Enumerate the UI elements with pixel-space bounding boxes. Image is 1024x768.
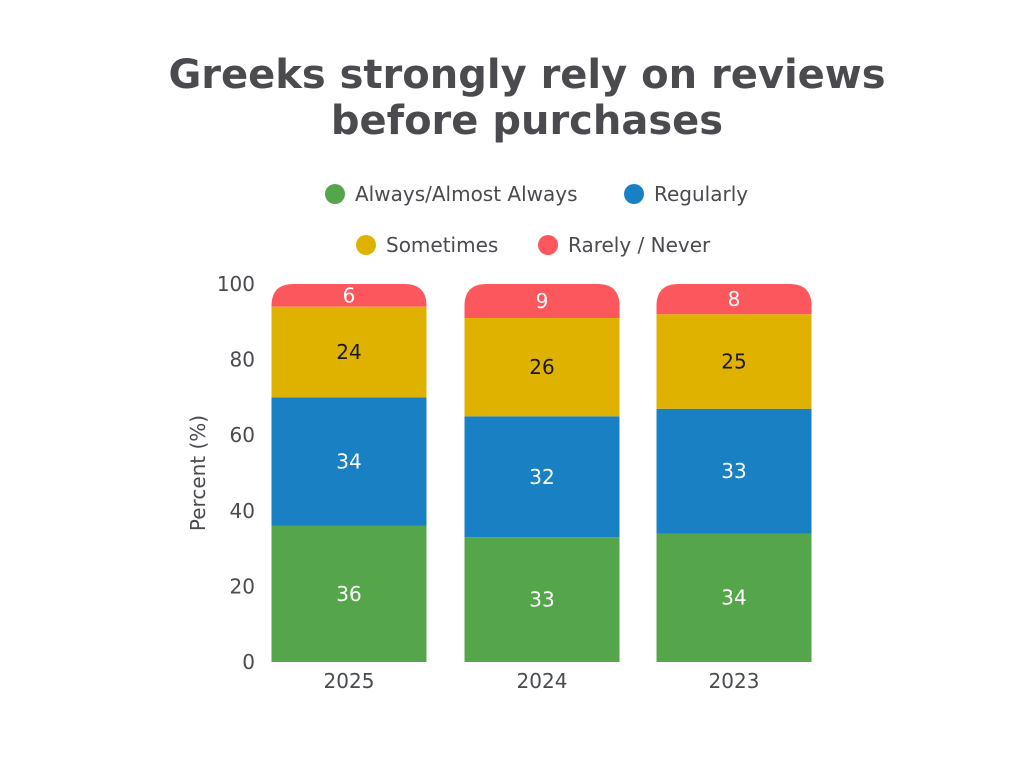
- data-label-rarely-never-2024: 9: [536, 289, 549, 313]
- bar-rarely-never-2023: [656, 284, 812, 315]
- data-label-always-almost-always-2023: 34: [721, 586, 746, 610]
- legend-label-always-almost-always: Always/Almost Always: [355, 182, 578, 206]
- chart-title-line-2: before purchases: [331, 98, 723, 144]
- y-tick-label-80: 80: [230, 348, 255, 372]
- y-tick-label-0: 0: [242, 650, 255, 674]
- chart-title-line-1: Greeks strongly rely on reviews: [168, 52, 885, 98]
- legend-marker-sometimes: [356, 235, 376, 255]
- y-axis: 0 20 40 60 80 100: [217, 272, 255, 674]
- legend-marker-always-almost-always: [325, 184, 345, 204]
- bar-sometimes-2023: [656, 314, 812, 409]
- legend-marker-regularly: [624, 184, 644, 204]
- data-label-regularly-2024: 32: [529, 465, 554, 489]
- legend-marker-rarely-never: [538, 235, 558, 255]
- data-label-sometimes-2025: 24: [336, 340, 361, 364]
- y-axis-title: Percent (%): [186, 415, 210, 531]
- y-tick-label-100: 100: [217, 272, 255, 296]
- data-label-regularly-2023: 33: [721, 459, 746, 483]
- bar-regularly-2024: [464, 416, 620, 538]
- data-label-rarely-never-2025: 6: [343, 283, 356, 307]
- legend-label-sometimes: Sometimes: [386, 233, 498, 257]
- x-tick-label-2025: 2025: [324, 669, 375, 693]
- data-labels: 36 34 24 6 33 32 26 9 34 33 25 8: [336, 283, 746, 611]
- data-label-always-almost-always-2024: 33: [529, 588, 554, 612]
- bar-always-almost-always-2025: [271, 525, 427, 662]
- y-tick-label-40: 40: [230, 499, 255, 523]
- legend: Always/Almost Always Regularly Sometimes Ra…: [325, 182, 748, 257]
- x-tick-label-2023: 2023: [709, 669, 760, 693]
- data-label-regularly-2025: 34: [336, 450, 361, 474]
- legend-label-regularly: Regularly: [654, 182, 748, 206]
- bar-regularly-2025: [271, 397, 427, 526]
- bar-sometimes-2024: [464, 318, 620, 417]
- bar-rarely-never-2024: [464, 284, 620, 319]
- bar-always-almost-always-2024: [464, 537, 620, 662]
- data-label-always-almost-always-2025: 36: [336, 582, 361, 606]
- bar-sometimes-2025: [271, 306, 427, 398]
- y-tick-label-20: 20: [230, 574, 255, 598]
- x-axis: 2025 2024 2023: [324, 669, 760, 693]
- bar-always-almost-always-2023: [656, 533, 812, 662]
- bar-regularly-2023: [656, 408, 812, 534]
- data-label-rarely-never-2023: 8: [728, 287, 741, 311]
- bar-rarely-never-2025: [271, 284, 427, 307]
- y-tick-label-60: 60: [230, 423, 255, 447]
- data-label-sometimes-2024: 26: [529, 355, 554, 379]
- data-label-sometimes-2023: 25: [721, 349, 746, 373]
- legend-label-rarely-never: Rarely / Never: [568, 233, 711, 257]
- bars: [271, 284, 812, 662]
- x-tick-label-2024: 2024: [517, 669, 568, 693]
